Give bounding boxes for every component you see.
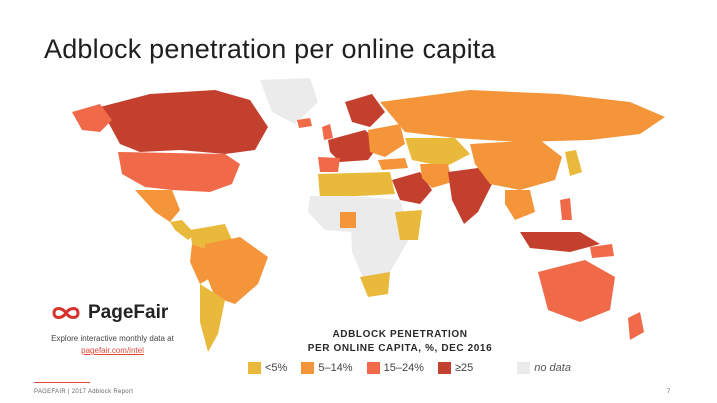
page-title: Adblock penetration per online capita bbox=[44, 34, 496, 64]
legend-item-no-data: no data bbox=[517, 362, 571, 374]
legend-swatch bbox=[517, 362, 531, 374]
region-eastern-europe bbox=[368, 124, 405, 157]
region-scandinavia bbox=[345, 94, 385, 127]
explore-text: Explore interactive monthly data at bbox=[51, 334, 174, 343]
region-central-asia bbox=[405, 138, 470, 167]
legend-item-ge25: ≥25 bbox=[437, 362, 474, 374]
region-central-america bbox=[170, 220, 195, 240]
region-iberia bbox=[318, 157, 340, 172]
region-brazil bbox=[205, 237, 268, 304]
pagefair-logo: PageFair bbox=[50, 302, 168, 324]
region-iceland bbox=[297, 118, 312, 128]
region-saudi-arabia bbox=[392, 172, 432, 204]
pagefair-logo-text: PageFair bbox=[88, 302, 169, 323]
region-north-africa bbox=[318, 172, 395, 198]
explore-link[interactable]: pagefair.com/intel bbox=[81, 346, 144, 355]
legend-label: <5% bbox=[265, 362, 288, 374]
legend-label: ≥25 bbox=[454, 362, 474, 374]
region-alaska bbox=[72, 104, 112, 132]
region-india bbox=[448, 168, 492, 224]
legend-title: ADBLOCK PENETRATION PER ONLINE CAPITA, %… bbox=[300, 328, 500, 356]
region-nigeria bbox=[340, 212, 356, 228]
map-legend: <5% 5–14% 15–24% ≥25 no data bbox=[248, 362, 585, 374]
region-china bbox=[470, 140, 562, 190]
region-usa bbox=[118, 152, 240, 192]
region-turkey bbox=[378, 158, 408, 170]
footer-text: PAGEFAIR | 2017 Adblock Report bbox=[34, 389, 134, 395]
legend-item-lt5: <5% bbox=[248, 362, 287, 374]
page-number: 7 bbox=[667, 389, 671, 395]
legend-swatch bbox=[366, 362, 380, 374]
region-canada bbox=[100, 90, 268, 154]
region-russia bbox=[380, 90, 665, 142]
region-mexico bbox=[135, 190, 180, 222]
world-map bbox=[72, 78, 665, 352]
region-argentina-chile bbox=[200, 284, 225, 352]
region-papua bbox=[590, 244, 614, 258]
region-uk bbox=[322, 124, 333, 140]
legend-label: 15–24% bbox=[383, 362, 424, 374]
legend-item-15-24: 15–24% bbox=[366, 362, 424, 374]
legend-swatch bbox=[437, 362, 451, 374]
region-philippines bbox=[560, 198, 572, 220]
region-greenland bbox=[260, 78, 318, 124]
region-east-africa bbox=[395, 210, 422, 240]
region-peru-bolivia bbox=[190, 244, 212, 284]
region-australia bbox=[538, 260, 615, 322]
legend-item-5-14: 5–14% bbox=[301, 362, 353, 374]
legend-title-line-2: PER ONLINE CAPITA, %, DEC 2016 bbox=[307, 343, 493, 354]
explore-note: Explore interactive monthly data at page… bbox=[30, 333, 195, 357]
region-japan-korea bbox=[565, 150, 582, 176]
region-south-africa bbox=[360, 272, 390, 297]
legend-label: 5–14% bbox=[318, 362, 353, 374]
region-southeast-asia bbox=[505, 190, 535, 220]
region-western-europe bbox=[328, 130, 380, 162]
legend-title-line-1: ADBLOCK PENETRATION bbox=[332, 329, 468, 340]
region-indonesia bbox=[520, 232, 600, 252]
footer-rule bbox=[34, 382, 90, 383]
pagefair-logo-icon bbox=[52, 307, 80, 319]
legend-swatch bbox=[301, 362, 315, 374]
legend-label: no data bbox=[534, 362, 571, 374]
legend-swatch bbox=[248, 362, 261, 374]
region-new-zealand bbox=[628, 312, 644, 340]
region-iran bbox=[420, 164, 452, 188]
